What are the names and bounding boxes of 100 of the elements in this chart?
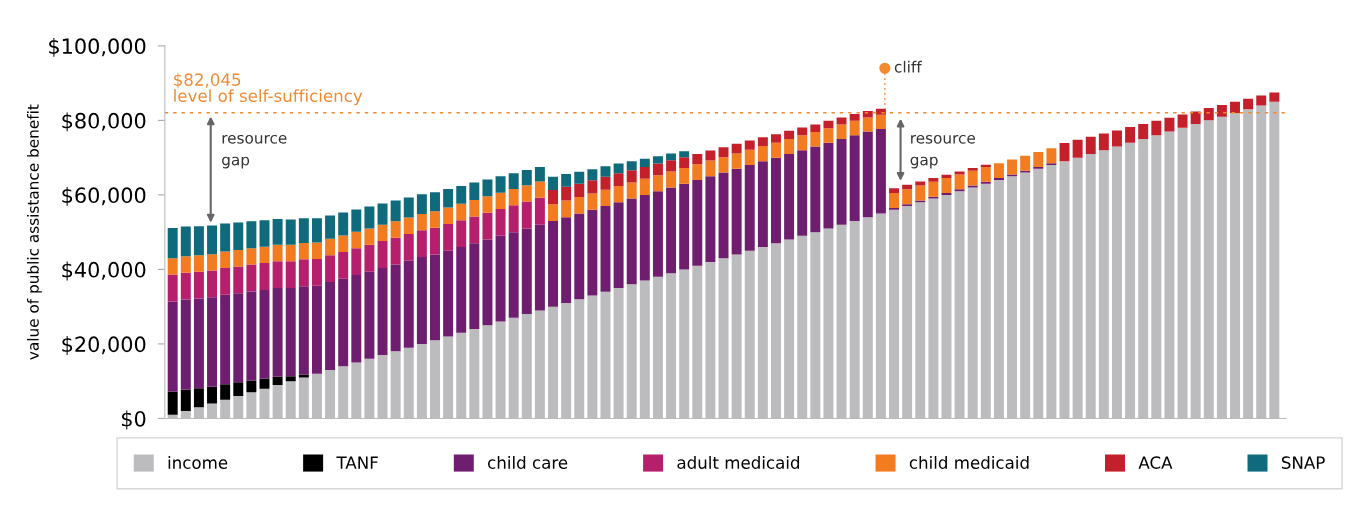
bar bbox=[220, 223, 231, 252]
bar bbox=[220, 294, 231, 385]
bar bbox=[456, 185, 467, 204]
bar bbox=[469, 243, 480, 330]
bar bbox=[285, 261, 296, 289]
bar bbox=[325, 238, 336, 256]
bar bbox=[731, 153, 742, 169]
bar bbox=[1125, 127, 1136, 143]
bar bbox=[941, 174, 952, 179]
bar bbox=[1230, 101, 1240, 113]
bar bbox=[443, 207, 454, 224]
bar bbox=[443, 223, 454, 251]
bar bbox=[364, 244, 375, 272]
bar bbox=[731, 168, 742, 255]
bar bbox=[928, 181, 939, 197]
bar bbox=[521, 185, 532, 202]
bar bbox=[377, 203, 388, 225]
bar bbox=[1190, 111, 1201, 125]
bar bbox=[626, 182, 637, 199]
bar bbox=[167, 258, 178, 275]
bar bbox=[1269, 92, 1280, 102]
annotation: resource gap bbox=[910, 134, 975, 169]
bar bbox=[548, 176, 559, 191]
bar bbox=[875, 114, 886, 129]
bar bbox=[167, 274, 178, 302]
bar bbox=[797, 127, 808, 136]
bar bbox=[220, 267, 231, 295]
legend-label: child care bbox=[488, 456, 568, 469]
bar bbox=[771, 157, 781, 244]
bar bbox=[561, 217, 572, 303]
bar bbox=[652, 163, 663, 176]
bar bbox=[482, 196, 493, 213]
bar bbox=[600, 176, 611, 190]
bar bbox=[639, 166, 650, 179]
bar bbox=[285, 219, 296, 245]
bar bbox=[311, 218, 322, 243]
bar bbox=[180, 256, 191, 273]
bar bbox=[954, 171, 965, 175]
bar bbox=[784, 139, 795, 154]
bar bbox=[797, 135, 808, 151]
bar bbox=[561, 186, 572, 201]
bar bbox=[207, 225, 218, 255]
bar bbox=[482, 212, 493, 240]
bar bbox=[652, 191, 663, 277]
bar bbox=[613, 173, 624, 186]
bar bbox=[364, 228, 375, 245]
bar bbox=[469, 216, 480, 244]
bar bbox=[744, 165, 755, 251]
bar bbox=[180, 389, 191, 411]
bar bbox=[679, 168, 690, 184]
bar bbox=[692, 164, 703, 180]
bar bbox=[1164, 117, 1175, 132]
bar bbox=[220, 384, 231, 400]
bar bbox=[207, 386, 218, 404]
bar bbox=[1033, 152, 1044, 167]
legend-label: TANF bbox=[336, 456, 378, 469]
bar bbox=[456, 220, 467, 248]
bar bbox=[364, 206, 375, 229]
bar bbox=[180, 272, 191, 300]
bar bbox=[246, 248, 257, 265]
bar bbox=[259, 289, 270, 379]
bar bbox=[246, 380, 257, 393]
bar bbox=[430, 192, 440, 212]
bar bbox=[311, 258, 322, 286]
bar bbox=[246, 221, 257, 249]
bar bbox=[207, 254, 218, 271]
bar bbox=[652, 156, 663, 164]
bar bbox=[233, 266, 244, 294]
bar bbox=[836, 124, 847, 139]
bar bbox=[692, 179, 703, 266]
bar bbox=[587, 180, 598, 194]
bar bbox=[207, 270, 218, 298]
bar bbox=[272, 219, 283, 245]
bar bbox=[1256, 95, 1267, 106]
bar bbox=[679, 183, 690, 270]
bar bbox=[285, 376, 296, 382]
bar bbox=[508, 173, 519, 189]
y-tick-label: $100,000 bbox=[49, 37, 146, 57]
bar bbox=[390, 237, 401, 265]
bar bbox=[613, 185, 624, 203]
bar bbox=[836, 117, 847, 125]
bar bbox=[403, 217, 414, 235]
bar bbox=[941, 178, 952, 194]
bar bbox=[220, 251, 231, 268]
bar bbox=[639, 158, 650, 167]
bar bbox=[574, 183, 585, 198]
bar bbox=[626, 161, 637, 171]
bar bbox=[679, 157, 690, 169]
bar bbox=[626, 170, 637, 183]
bar bbox=[587, 169, 598, 181]
bar bbox=[613, 163, 624, 174]
bar bbox=[272, 244, 283, 262]
bar bbox=[534, 181, 545, 198]
bar bbox=[285, 288, 296, 377]
bar bbox=[967, 168, 978, 171]
bar bbox=[259, 378, 270, 389]
bar bbox=[875, 128, 886, 214]
bar bbox=[797, 150, 808, 236]
legend-label: adult medicaid bbox=[677, 456, 800, 469]
bar bbox=[784, 130, 795, 139]
